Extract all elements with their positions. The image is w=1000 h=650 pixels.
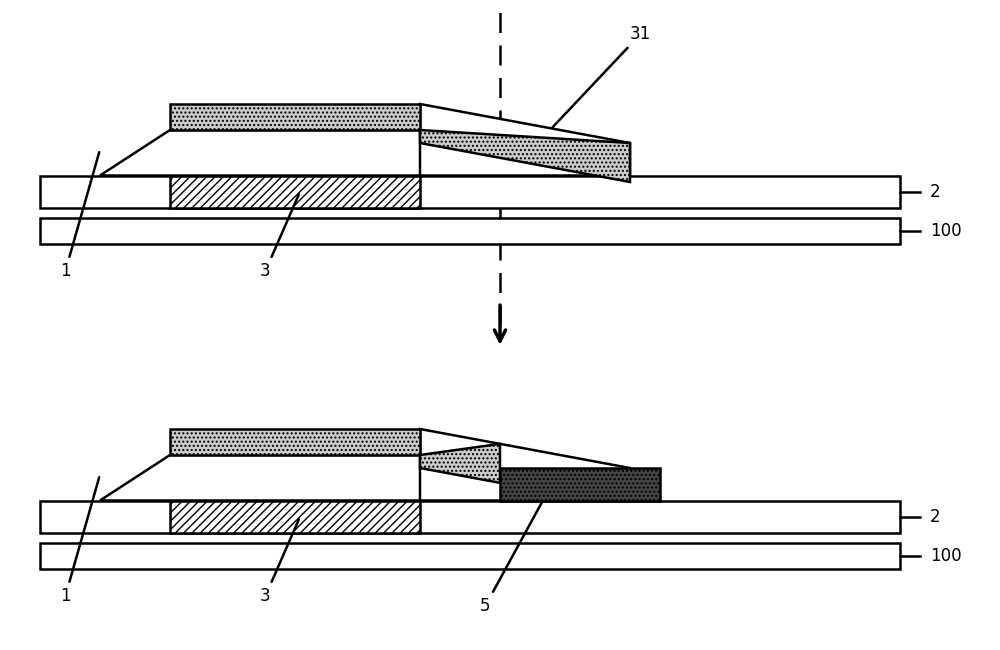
Bar	[500, 468, 660, 500]
Text: 100: 100	[930, 547, 962, 565]
Text: 2: 2	[930, 183, 941, 201]
Polygon shape	[420, 444, 500, 483]
Text: 5: 5	[480, 490, 549, 615]
Polygon shape	[420, 104, 630, 176]
Text: 2: 2	[930, 508, 941, 526]
Bar	[40, 218, 900, 244]
Bar	[40, 176, 900, 208]
Text: 31: 31	[552, 25, 651, 128]
Text: 100: 100	[930, 222, 962, 240]
Polygon shape	[100, 455, 470, 500]
Polygon shape	[420, 130, 630, 182]
Bar	[170, 429, 420, 455]
Text: 1: 1	[60, 152, 99, 280]
Bar	[40, 500, 900, 533]
Polygon shape	[420, 429, 630, 500]
Text: 1: 1	[60, 477, 99, 605]
Bar	[40, 543, 900, 569]
Bar	[170, 176, 420, 208]
Bar	[170, 104, 420, 130]
Text: 3: 3	[260, 519, 299, 605]
Text: 3: 3	[260, 194, 299, 280]
Bar	[170, 500, 420, 533]
Polygon shape	[100, 130, 470, 176]
